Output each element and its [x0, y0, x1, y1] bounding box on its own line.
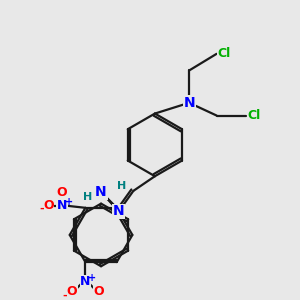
Text: O: O [43, 200, 53, 212]
Text: Cl: Cl [247, 109, 260, 122]
Text: -: - [39, 204, 44, 214]
Text: Cl: Cl [218, 47, 231, 60]
Text: N: N [95, 185, 107, 199]
Text: +: + [65, 197, 73, 207]
Text: H: H [117, 181, 126, 191]
Text: O: O [94, 285, 104, 298]
Text: O: O [66, 285, 77, 298]
Text: N: N [57, 200, 67, 212]
Text: -: - [62, 290, 67, 300]
Text: N: N [80, 275, 91, 288]
Text: O: O [57, 186, 67, 199]
Text: H: H [83, 192, 92, 202]
Text: N: N [113, 205, 124, 218]
Text: +: + [88, 273, 96, 283]
Text: N: N [183, 96, 195, 110]
